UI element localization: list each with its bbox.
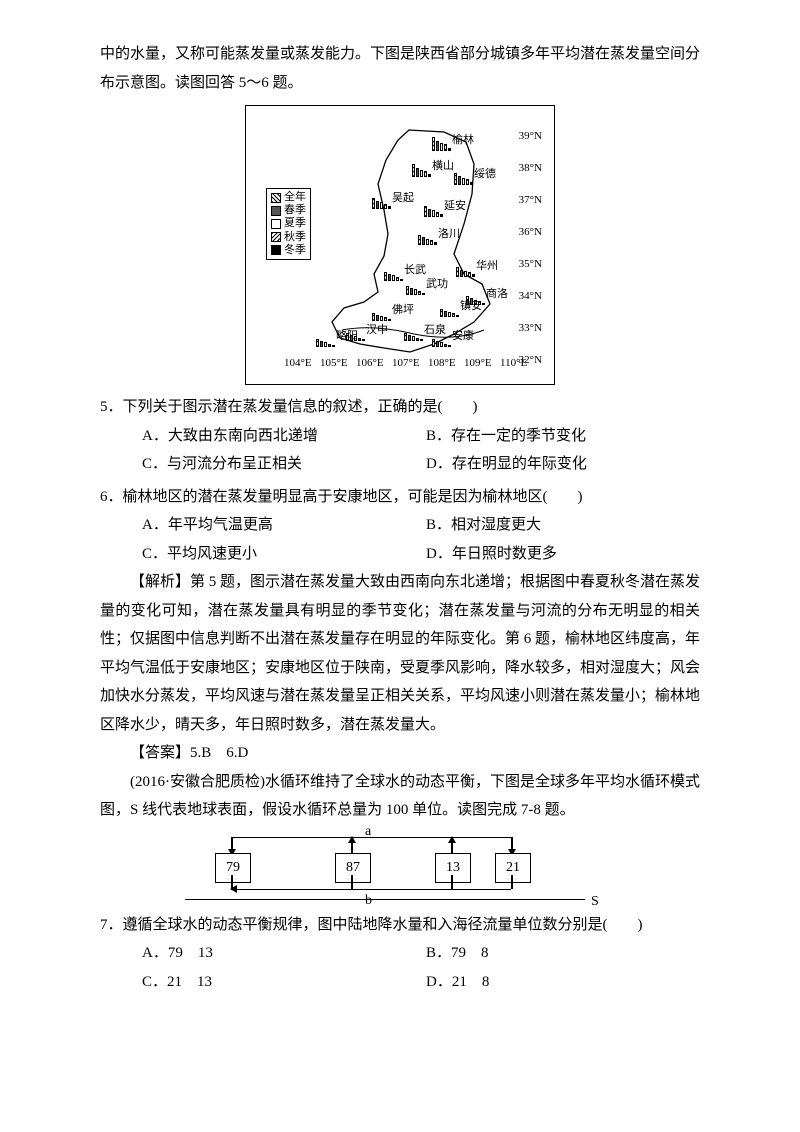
lat-label: 39°N <box>519 126 542 147</box>
q6-stem: 6．榆林地区的潜在蒸发量明显高于安康地区，可能是因为榆林地区( ) <box>100 483 700 512</box>
lon-label: 106°E <box>356 353 384 374</box>
city-marker: 延安 <box>424 196 466 217</box>
lat-label: 33°N <box>519 318 542 339</box>
q7-option-d: D．21 8 <box>426 968 700 997</box>
box-13: 13 <box>435 853 471 884</box>
water-cycle-diagram: a 79 87 13 21 b S <box>185 833 615 903</box>
map-legend: 全年 春季 夏季 秋季 冬季 <box>266 188 311 260</box>
lat-label: 34°N <box>519 286 542 307</box>
city-marker: 吴起 <box>372 188 414 209</box>
explanation-5-6: 【解析】第 5 题，图示潜在蒸发量大致由西南向东北递增；根据图中春夏秋冬潜在蒸发… <box>100 568 700 739</box>
q6-option-d: D．年日照时数更多 <box>426 540 700 569</box>
city-marker: 横山 <box>412 156 454 177</box>
lon-label: 107°E <box>392 353 420 374</box>
lat-label: 37°N <box>519 190 542 211</box>
shaanxi-evaporation-map: 全年 春季 夏季 秋季 冬季 39°N 38°N 37°N 36°N 35°N 34°N 3… <box>245 105 555 385</box>
q5-option-d: D．存在明显的年际变化 <box>426 450 700 479</box>
city-marker: 榆林 <box>432 130 474 151</box>
lat-label: 36°N <box>519 222 542 243</box>
city-marker: 安康 <box>432 326 474 347</box>
intro-7-8: (2016·安徽合肥质检)水循环维持了全球水的动态平衡，下图是全球多年平均水循环… <box>100 768 700 825</box>
label-s: S <box>591 889 599 916</box>
lon-label: 110°E <box>500 353 527 374</box>
q6-option-c: C．平均风速更小 <box>142 540 416 569</box>
q7-option-c: C．21 13 <box>142 968 416 997</box>
city-marker: 绥德 <box>454 164 496 185</box>
box-87: 87 <box>335 853 371 884</box>
q7-stem: 7．遵循全球水的动态平衡规律，图中陆地降水量和入海径流量单位数分别是( ) <box>100 911 700 940</box>
q5-option-b: B．存在一定的季节变化 <box>426 422 700 451</box>
v-21-bottom <box>511 875 513 889</box>
lon-label: 109°E <box>464 353 492 374</box>
v-13-bottom <box>451 875 453 889</box>
q7-option-b: B．79 8 <box>426 939 700 968</box>
v-87-bottom <box>351 875 353 889</box>
q5-option-a: A．大致由东南向西北递增 <box>142 422 416 451</box>
answer-5-6: 【答案】5.B 6.D <box>100 739 700 768</box>
intro-continued: 中的水量，又称可能蒸发量或蒸发能力。下图是陕西省部分城镇多年平均潜在蒸发量空间分… <box>100 40 700 97</box>
box-21: 21 <box>495 853 531 884</box>
q5-stem: 5．下列关于图示潜在蒸发量信息的叙述，正确的是( ) <box>100 393 700 422</box>
city-marker: 略阳 <box>316 326 358 347</box>
lat-label: 35°N <box>519 254 542 275</box>
lat-label: 38°N <box>519 158 542 179</box>
label-a: a <box>365 819 371 846</box>
q6-option-a: A．年平均气温更高 <box>142 511 416 540</box>
city-marker: 镇安 <box>440 296 482 317</box>
city-marker: 洛川 <box>418 224 460 245</box>
label-b: b <box>365 888 372 915</box>
q7-option-a: A．79 13 <box>142 939 416 968</box>
lon-label: 104°E <box>284 353 312 374</box>
box-79: 79 <box>215 853 251 884</box>
q5-option-c: C．与河流分布呈正相关 <box>142 450 416 479</box>
s-line <box>185 899 585 901</box>
city-marker: 武功 <box>406 274 448 295</box>
q6-option-b: B．相对湿度更大 <box>426 511 700 540</box>
lon-label: 105°E <box>320 353 348 374</box>
city-marker: 佛坪 <box>372 300 414 321</box>
question-5: 5．下列关于图示潜在蒸发量信息的叙述，正确的是( ) A．大致由东南向西北递增 … <box>100 393 700 479</box>
question-6: 6．榆林地区的潜在蒸发量明显高于安康地区，可能是因为榆林地区( ) A．年平均气… <box>100 483 700 569</box>
lon-label: 108°E <box>428 353 456 374</box>
city-marker: 华州 <box>456 256 498 277</box>
question-7: 7．遵循全球水的动态平衡规律，图中陆地降水量和入海径流量单位数分别是( ) A．… <box>100 911 700 997</box>
